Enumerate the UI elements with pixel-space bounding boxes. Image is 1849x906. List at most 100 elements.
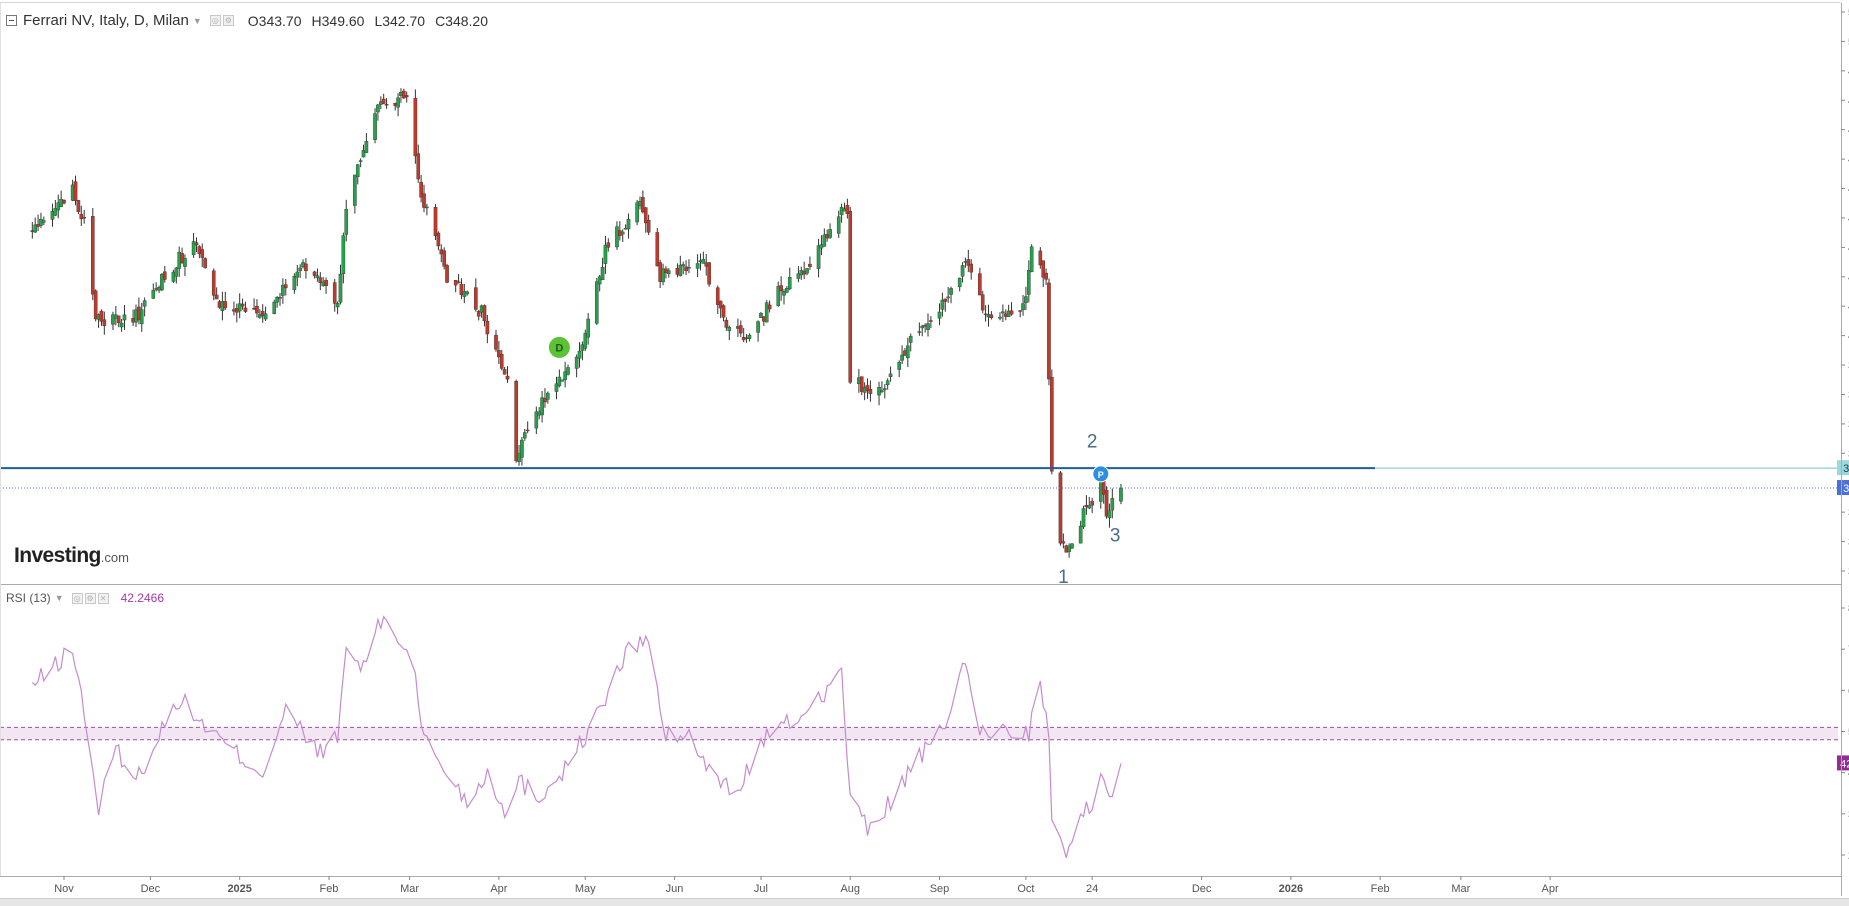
candle-up — [906, 345, 910, 359]
candle-up — [275, 296, 279, 303]
candle-down — [243, 307, 248, 312]
candle-down — [255, 305, 259, 314]
ohlc-low: L342.70 — [374, 12, 426, 29]
status-bar — [0, 898, 1849, 906]
candle-up — [546, 392, 550, 400]
eye-icon[interactable]: ◎ — [71, 592, 83, 604]
candle-up — [880, 390, 884, 392]
candle-up — [237, 303, 242, 312]
candle-down — [304, 263, 308, 272]
candle-down — [459, 284, 464, 295]
candle-up — [681, 264, 685, 267]
candle-up — [885, 380, 890, 385]
candle-down — [1009, 310, 1014, 315]
candle-down — [1044, 272, 1048, 280]
candle-down — [194, 242, 199, 246]
candle-down — [845, 205, 850, 214]
candle-up — [1107, 510, 1112, 518]
candle-up — [908, 335, 913, 343]
candle-down — [474, 287, 478, 310]
candle-down — [643, 207, 648, 224]
candle-down — [76, 200, 81, 212]
candle-down — [82, 216, 86, 219]
candle-down — [739, 325, 743, 334]
candle-up — [940, 299, 945, 310]
time-tick-label: Feb — [319, 883, 338, 895]
candle-down — [433, 207, 438, 236]
support-price-text: 354.96 — [1843, 463, 1849, 475]
candle-down — [1018, 310, 1022, 312]
settings-icon[interactable]: ⚙ — [84, 592, 96, 604]
candle-down — [969, 263, 973, 273]
settings-icon[interactable]: ⚙ — [222, 15, 234, 26]
candle-down — [324, 279, 328, 286]
candle-down — [641, 197, 645, 213]
candle-up — [888, 373, 893, 377]
candle-up — [33, 224, 37, 233]
time-tick-label: Apr — [1542, 883, 1559, 895]
candle-up — [782, 291, 786, 296]
candle-up — [836, 216, 841, 234]
wave-labels: 1 2 3 — [1058, 431, 1120, 587]
candle-up — [373, 113, 377, 140]
candle-up — [272, 301, 277, 314]
candle-up — [1026, 270, 1031, 295]
candle-up — [776, 286, 781, 306]
rsi-pane[interactable]: 42.2466 — [0, 615, 1849, 858]
candle-up — [53, 208, 58, 216]
candle-down — [721, 305, 726, 318]
candle-down — [413, 98, 418, 157]
ohlc-high: H349.60 — [311, 12, 365, 29]
close-icon[interactable]: ✕ — [97, 592, 109, 604]
candle-down — [943, 298, 948, 302]
chevron-down-icon[interactable]: ▼ — [54, 593, 64, 603]
candle-up — [119, 322, 124, 328]
candle-up — [1078, 525, 1083, 544]
candle-up — [946, 296, 950, 299]
candle-up — [1110, 498, 1115, 511]
candle-down — [848, 210, 853, 383]
candle-down — [402, 90, 406, 99]
candle-up — [174, 267, 179, 277]
collapse-icon[interactable] — [6, 15, 17, 26]
candle-up — [1119, 487, 1123, 502]
candle-down — [445, 265, 449, 283]
instrument-name[interactable]: Ferrari NV, Italy, D, Milan — [23, 12, 189, 29]
candle-up — [577, 350, 582, 359]
candle-up — [1001, 311, 1005, 314]
eye-icon[interactable]: ◎ — [209, 15, 221, 26]
candle-up — [828, 229, 832, 238]
rsi-label[interactable]: RSI (13) — [6, 591, 51, 605]
candle-up — [111, 314, 115, 325]
candle-up — [926, 323, 930, 330]
candle-up — [998, 316, 1002, 319]
candle-down — [332, 282, 337, 304]
candle-down — [99, 310, 104, 322]
horizontal-lines[interactable]: 354.96 348.20 — [0, 460, 1849, 496]
candle-up — [747, 334, 752, 339]
candle-up — [635, 202, 639, 223]
candle-up — [816, 245, 821, 269]
candle-up — [315, 275, 320, 279]
candle-up — [678, 264, 683, 277]
candle-up — [517, 453, 521, 462]
candle-up — [566, 367, 570, 375]
candle-up — [295, 271, 300, 278]
time-tick-label: Mar — [400, 883, 419, 895]
candle-up — [574, 356, 579, 369]
time-tick-label: 2025 — [227, 883, 251, 895]
time-tick-label: Aug — [840, 883, 860, 895]
candle-up — [171, 271, 176, 282]
candle-down — [514, 380, 518, 461]
chart-markers[interactable]: DP — [547, 335, 1110, 483]
rsi-last-text: 42.2466 — [1840, 758, 1849, 770]
candle-up — [292, 275, 297, 291]
candle-up — [361, 150, 366, 158]
wave-label-3: 3 — [1110, 526, 1121, 547]
candle-up — [344, 209, 349, 235]
chevron-down-icon[interactable]: ▼ — [192, 15, 202, 26]
time-tick-label: Oct — [1017, 883, 1034, 895]
candle-down — [606, 242, 611, 248]
p-marker — [1092, 465, 1110, 483]
